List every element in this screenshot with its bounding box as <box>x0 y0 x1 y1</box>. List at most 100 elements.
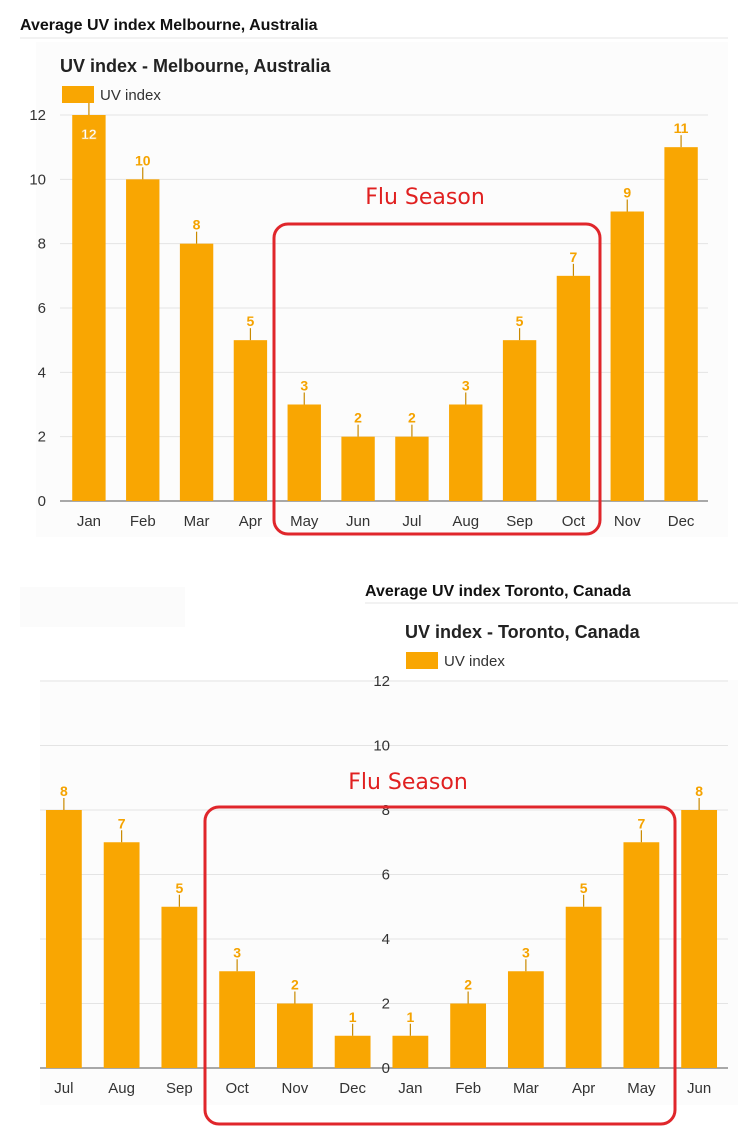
mel-y-tick-label: 2 <box>38 429 46 446</box>
tor-x-tick-apr: Apr <box>572 1080 595 1097</box>
melbourne-page-title: Average UV index Melbourne, Australia <box>20 17 318 34</box>
tor-x-tick-may: May <box>627 1080 656 1097</box>
toronto-legend-label: UV index <box>444 653 505 670</box>
tor-data-label-nov: 2 <box>291 977 299 993</box>
mel-bar-jul <box>395 436 429 501</box>
mel-y-tick-label: 0 <box>38 493 46 510</box>
tor-x-tick-nov: Nov <box>282 1080 309 1097</box>
mel-bar-dec <box>664 147 698 501</box>
tor-y-tick-label: 10 <box>373 738 390 755</box>
tor-bar-jul <box>45 810 82 1068</box>
tor-data-label-jul: 8 <box>60 783 68 799</box>
tor-bar-mar <box>507 971 544 1068</box>
tor-y-tick-label: 2 <box>382 996 390 1013</box>
tor-x-tick-oct: Oct <box>225 1080 249 1097</box>
tor-bar-apr <box>565 906 602 1068</box>
tor-bar-may <box>623 842 660 1068</box>
mel-x-tick-jan: Jan <box>77 513 101 530</box>
tor-data-label-feb: 2 <box>464 977 472 993</box>
mel-x-tick-dec: Dec <box>668 513 695 530</box>
tor-y-tick-label: 4 <box>382 931 390 948</box>
melbourne-legend-swatch <box>62 86 94 103</box>
mel-y-tick-label: 12 <box>29 107 46 124</box>
tor-y-tick-label: 6 <box>382 867 390 884</box>
mel-data-label-mar: 8 <box>193 217 201 233</box>
melbourne-data-labels: 12 10 8 5 3 2 2 3 5 7 9 11 <box>81 120 689 426</box>
tor-y-tick-label: 8 <box>382 802 390 819</box>
mel-x-tick-nov: Nov <box>614 513 641 530</box>
mel-data-label-apr: 5 <box>247 313 255 329</box>
tor-data-label-jun: 8 <box>695 783 703 799</box>
mel-x-tick-mar: Mar <box>184 513 210 530</box>
tor-data-label-mar: 3 <box>522 944 530 960</box>
toronto-gridlines <box>40 680 728 1069</box>
tor-x-tick-dec: Dec <box>339 1080 366 1097</box>
mel-y-tick-label: 4 <box>38 364 46 381</box>
toronto-chart-title: UV index - Toronto, Canada <box>405 622 641 642</box>
toronto-page-title: Average UV index Toronto, Canada <box>365 583 631 600</box>
mel-bar-feb <box>126 179 160 502</box>
toronto-y-axis: 0 2 4 6 8 10 12 <box>373 673 390 1077</box>
melbourne-legend-label: UV index <box>100 87 161 104</box>
tor-data-label-dec: 1 <box>349 1009 357 1025</box>
mel-x-tick-jul: Jul <box>402 513 421 530</box>
mel-data-label-jan: 12 <box>81 126 97 142</box>
melbourne-chart-title: UV index - Melbourne, Australia <box>60 56 331 76</box>
mel-data-label-oct: 7 <box>570 249 578 265</box>
mel-bar-aug <box>449 404 483 501</box>
mel-x-tick-feb: Feb <box>130 513 156 530</box>
mel-x-tick-oct: Oct <box>562 513 586 530</box>
melbourne-flu-season-box <box>272 222 602 536</box>
mel-bar-may <box>287 404 321 501</box>
mel-data-label-aug: 3 <box>462 378 470 394</box>
mel-x-tick-jun: Jun <box>346 513 370 530</box>
mel-data-label-dec: 11 <box>674 120 689 136</box>
mel-x-tick-may: May <box>290 513 319 530</box>
mel-data-label-feb: 10 <box>135 152 151 168</box>
tor-data-label-oct: 3 <box>233 944 241 960</box>
mel-data-label-jul: 2 <box>408 410 416 426</box>
mel-data-label-may: 3 <box>300 378 308 394</box>
tor-data-label-apr: 5 <box>580 880 588 896</box>
toronto-flu-season-label: Flu Season <box>348 770 468 795</box>
mel-bar-oct <box>556 275 591 501</box>
tor-x-tick-jan: Jan <box>398 1080 422 1097</box>
melbourne-x-axis: Jan Feb Mar Apr May Jun Jul Aug Sep Oct Nov Dec <box>77 513 695 530</box>
mel-bar-sep <box>502 340 537 501</box>
tor-x-tick-jun: Jun <box>687 1080 711 1097</box>
tor-bar-jun <box>681 810 718 1068</box>
tor-x-tick-jul: Jul <box>54 1080 73 1097</box>
mel-bar-jun <box>341 436 375 501</box>
mel-bar-nov <box>610 211 644 501</box>
mel-data-label-nov: 9 <box>623 185 631 201</box>
mel-bar-mar <box>179 243 214 501</box>
tor-data-label-may: 7 <box>637 815 645 831</box>
mel-x-tick-apr: Apr <box>239 513 262 530</box>
mel-bar-jan <box>72 115 106 501</box>
melbourne-bars <box>72 103 698 502</box>
toronto-x-axis: Jul Aug Sep Oct Nov Dec Jan Feb Mar Apr May Jun <box>54 1080 711 1097</box>
mel-y-tick-label: 6 <box>38 300 46 317</box>
tor-x-tick-feb: Feb <box>455 1080 481 1097</box>
tor-bar-nov <box>276 1003 313 1068</box>
tor-bar-dec <box>334 1035 371 1068</box>
tor-data-label-sep: 5 <box>175 880 183 896</box>
tor-y-tick-label: 0 <box>382 1060 390 1077</box>
tor-x-tick-sep: Sep <box>166 1080 193 1097</box>
mel-x-tick-aug: Aug <box>452 513 479 530</box>
tor-bar-oct <box>219 971 256 1068</box>
tor-bar-jan <box>392 1035 429 1068</box>
tor-bar-aug <box>103 842 140 1068</box>
mel-data-label-jun: 2 <box>354 410 362 426</box>
melbourne-y-axis: 0 2 4 6 8 10 12 <box>29 107 46 510</box>
mel-bar-apr <box>233 340 268 501</box>
mel-x-tick-sep: Sep <box>506 513 533 530</box>
mel-y-tick-label: 8 <box>38 236 46 253</box>
toronto-flu-season-box <box>203 805 677 1126</box>
tor-data-label-jan: 1 <box>406 1009 414 1025</box>
mel-y-tick-label: 10 <box>29 171 46 188</box>
melbourne-flu-season-label: Flu Season <box>365 185 485 210</box>
tor-bar-sep <box>161 906 198 1068</box>
toronto-legend-swatch <box>406 652 438 669</box>
